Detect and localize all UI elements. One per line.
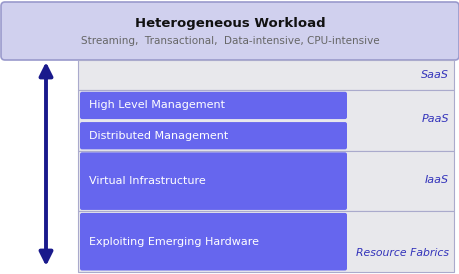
Text: Streaming,  Transactional,  Data-intensive, CPU-intensive: Streaming, Transactional, Data-intensive… — [80, 36, 379, 46]
FancyBboxPatch shape — [78, 90, 453, 151]
Text: IaaS: IaaS — [424, 175, 448, 185]
Text: High Level Management: High Level Management — [89, 101, 224, 110]
Text: Resource Fabrics: Resource Fabrics — [355, 248, 448, 258]
FancyBboxPatch shape — [78, 212, 453, 272]
Text: Distributed Management: Distributed Management — [89, 131, 228, 141]
FancyBboxPatch shape — [1, 2, 458, 60]
FancyBboxPatch shape — [78, 60, 453, 90]
Text: SaaS: SaaS — [420, 70, 448, 79]
FancyBboxPatch shape — [80, 152, 346, 210]
Text: PaaS: PaaS — [420, 114, 448, 124]
Text: Heterogeneous Workload: Heterogeneous Workload — [134, 18, 325, 30]
FancyBboxPatch shape — [78, 151, 453, 212]
FancyBboxPatch shape — [80, 122, 346, 149]
Text: Virtual Infrastructure: Virtual Infrastructure — [89, 176, 205, 186]
FancyBboxPatch shape — [80, 92, 346, 119]
Text: Exploiting Emerging Hardware: Exploiting Emerging Hardware — [89, 237, 258, 247]
FancyBboxPatch shape — [80, 213, 346, 270]
